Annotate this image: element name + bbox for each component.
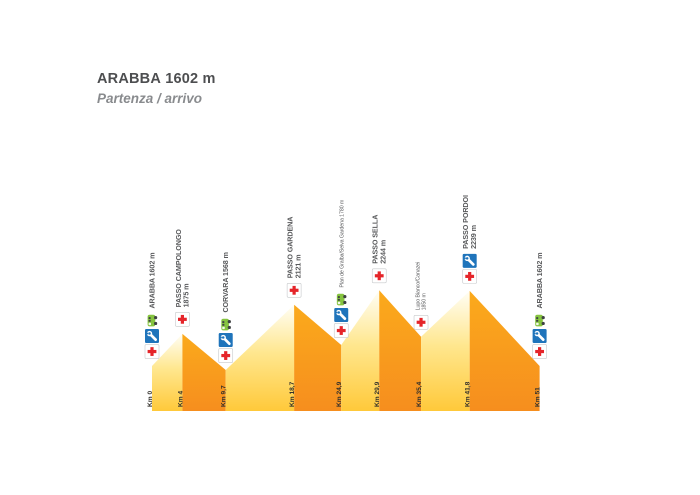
mechanic-icon xyxy=(334,308,349,323)
feed-icon xyxy=(147,314,158,327)
title-block: ARABBA 1602 m Partenza / arrivo xyxy=(97,70,216,108)
medical-icon xyxy=(144,344,160,359)
waypoint-label: PASSO GARDENA2121 m xyxy=(286,217,303,279)
waypoint-label: ARABBA 1602 m xyxy=(148,253,157,309)
medical-icon xyxy=(175,312,190,327)
medical-icon xyxy=(218,348,234,363)
profile-segment xyxy=(294,304,342,411)
page-subtitle: Partenza / arrivo xyxy=(97,91,203,106)
medical-icon xyxy=(371,268,387,284)
feed-icon xyxy=(221,318,231,331)
km-label: Km 9,7 xyxy=(221,385,228,407)
profile-segment xyxy=(341,290,380,411)
waypoint-label: Lupo Bianco/Canazei1850 m xyxy=(416,262,428,310)
medical-icon xyxy=(462,269,477,284)
km-label: Km 29,9 xyxy=(374,381,381,407)
medical-icon xyxy=(333,323,349,338)
km-label: Km 41,8 xyxy=(465,381,472,407)
page-title: ARABBA 1602 m xyxy=(97,70,216,89)
profile-segment xyxy=(225,304,295,411)
km-label: Km 51 xyxy=(535,387,542,407)
mechanic-icon xyxy=(145,329,159,344)
waypoint-label: PASSO CAMPOLONGO1875 m xyxy=(174,229,191,308)
km-label: Km 0 xyxy=(147,391,154,407)
waypoint-label: ARABBA 1602 m xyxy=(535,253,544,309)
mechanic-icon xyxy=(532,329,547,344)
medical-icon xyxy=(532,344,547,359)
profile-segment xyxy=(379,290,422,411)
mechanic-icon xyxy=(218,333,233,348)
profile-segment xyxy=(421,290,470,411)
km-label: Km 35,4 xyxy=(416,381,423,407)
km-label: Km 18,7 xyxy=(289,381,296,407)
km-label: Km 4 xyxy=(177,391,184,407)
profile-segment xyxy=(152,333,183,411)
profile-segment xyxy=(469,290,540,411)
waypoint-label: CORVARA 1568 m xyxy=(221,252,230,312)
km-label: Km 24,9 xyxy=(336,381,343,407)
mechanic-icon xyxy=(462,253,477,268)
title-altitude: 1602 m xyxy=(165,71,216,87)
medical-icon xyxy=(286,282,302,298)
waypoint-label: Plan de Gralba/Selva Gardena 1780 m xyxy=(340,199,346,287)
title-name: ARABBA xyxy=(97,71,162,87)
waypoint-label: PASSO PORDOI2239 m xyxy=(461,195,478,249)
waypoint-label: PASSO SELLA2244 m xyxy=(371,215,388,264)
medical-icon xyxy=(413,314,429,330)
profile-segment xyxy=(182,333,226,411)
feed-icon xyxy=(535,314,545,327)
feed-icon xyxy=(336,293,347,306)
